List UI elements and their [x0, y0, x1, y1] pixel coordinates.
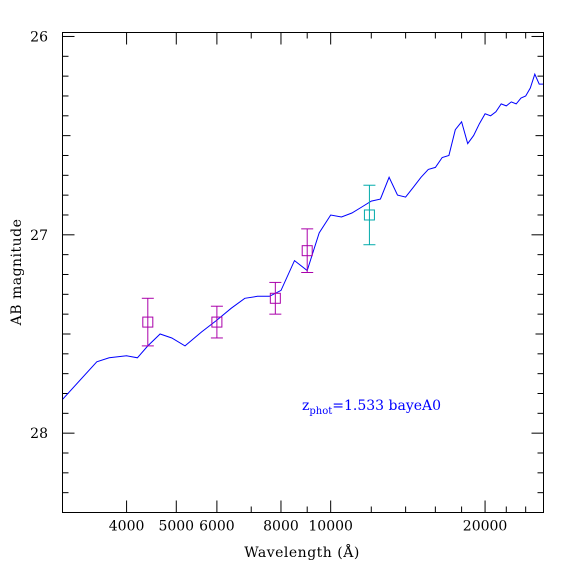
photometry-point — [301, 228, 314, 273]
x-tick-label: 6000 — [199, 519, 235, 535]
point-marker — [142, 316, 154, 328]
axis-ticks — [62, 32, 544, 513]
y-tick-label: 28 — [30, 426, 48, 442]
y-tick-label: 26 — [30, 29, 48, 45]
model-sed-line — [62, 72, 544, 400]
point-marker — [301, 245, 313, 257]
point-marker — [269, 292, 281, 304]
x-tick-label: 5000 — [158, 519, 194, 535]
plot-series — [62, 72, 544, 400]
redshift-annotation: zphot=1.533 bayeA0 — [302, 398, 441, 417]
y-tick-label: 27 — [30, 228, 48, 244]
photometry-point — [141, 297, 154, 347]
x-tick-label: 10000 — [308, 519, 353, 535]
annotation-subscript: phot — [309, 406, 332, 417]
annotation-prefix: z — [302, 398, 309, 414]
y-axis-label: AB magnitude — [9, 219, 25, 327]
x-tick-label: 8000 — [263, 519, 299, 535]
photometry-point — [269, 281, 282, 315]
plot-frame — [62, 32, 544, 513]
tick-labels: 4000 5000 6000 8000 10000 20000 26 27 28 — [30, 29, 507, 534]
point-marker — [211, 316, 223, 328]
point-marker — [363, 209, 375, 221]
annotation-suffix: =1.533 bayeA0 — [332, 398, 441, 414]
photometry-point — [210, 305, 223, 339]
x-tick-label: 20000 — [463, 519, 508, 535]
x-axis-label: Wavelength (Å) — [244, 543, 360, 561]
photometry-point — [363, 184, 376, 246]
x-tick-label: 4000 — [109, 519, 145, 535]
